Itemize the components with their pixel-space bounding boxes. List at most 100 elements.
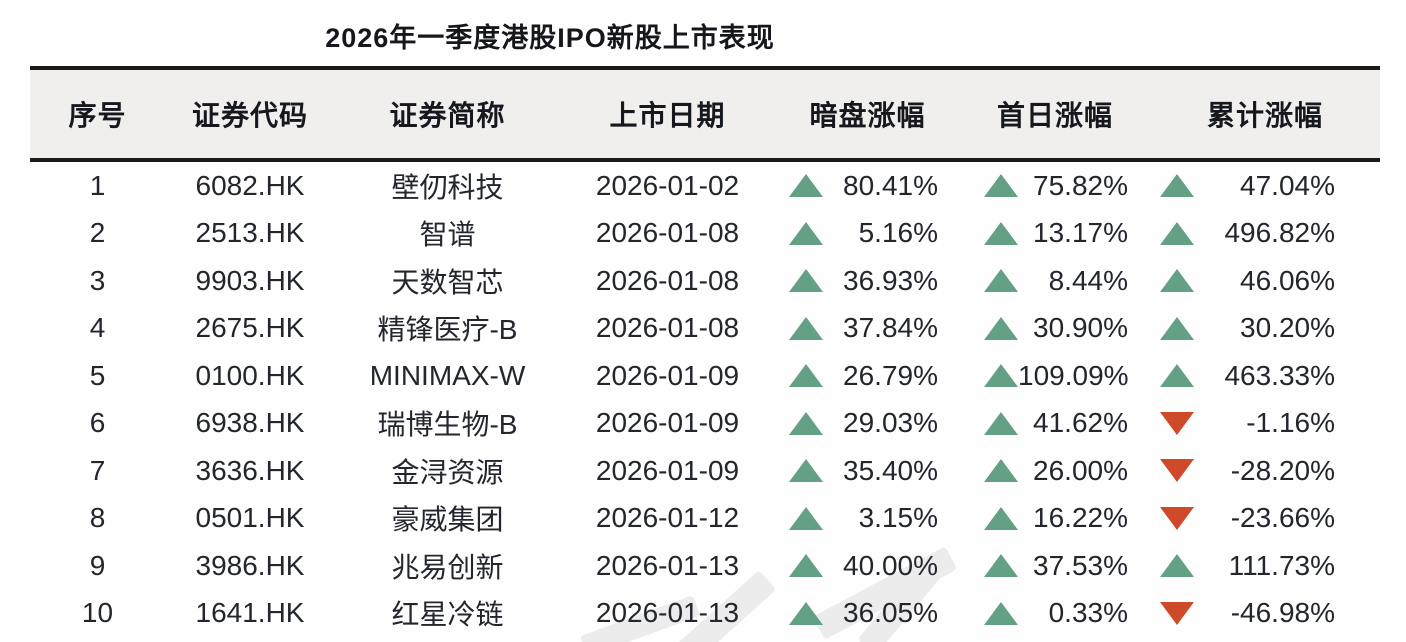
listing-date: 2026-01-08 xyxy=(595,264,740,296)
dark-pool-change: 36.93% xyxy=(775,265,960,297)
dark-pool-change-value: 80.41% xyxy=(843,169,938,201)
col-header-date: 上市日期 xyxy=(609,100,726,131)
cumulative-change-value: -1.16% xyxy=(1246,407,1335,439)
col-header-cumulative-gain: 累计涨幅 xyxy=(1206,100,1323,131)
cumulative-change: 463.33% xyxy=(1150,360,1380,392)
first-day-change-value: 75.82% xyxy=(1033,169,1128,201)
stock-name: 红星冷链 xyxy=(391,599,504,631)
row-no: 8 xyxy=(89,502,106,534)
stock-name: 精锋医疗-B xyxy=(377,314,518,346)
listing-date: 2026-01-09 xyxy=(595,454,740,486)
col-header-code: 证券代码 xyxy=(191,100,308,131)
dark-pool-change-value: 3.15% xyxy=(858,502,938,534)
trend-triangle-icon xyxy=(1160,411,1194,435)
stock-name: 兆易创新 xyxy=(391,551,504,583)
first-day-change: 41.62% xyxy=(960,407,1150,439)
first-day-change-value: 30.90% xyxy=(1033,312,1128,344)
listing-date: 2026-01-12 xyxy=(595,502,740,534)
trend-triangle-icon xyxy=(984,411,1018,435)
stock-code: 0501.HK xyxy=(195,502,305,534)
cumulative-change: 496.82% xyxy=(1150,217,1380,249)
cumulative-change: 111.73% xyxy=(1150,550,1380,582)
trend-triangle-icon xyxy=(1160,506,1194,530)
cumulative-change: 47.04% xyxy=(1150,170,1380,202)
first-day-change: 75.82% xyxy=(960,170,1150,202)
trend-triangle-icon xyxy=(789,221,823,245)
trend-triangle-icon xyxy=(1160,554,1194,578)
trend-triangle-icon xyxy=(1160,316,1194,340)
first-day-change: 8.44% xyxy=(960,265,1150,297)
trend-triangle-icon xyxy=(789,174,823,198)
trend-triangle-icon xyxy=(1160,459,1194,483)
cumulative-change-value: -28.20% xyxy=(1230,454,1335,486)
table-row: 1 6082.HK 壁仞科技 2026-01-02 80.41% 75.82% … xyxy=(30,162,1380,210)
trend-triangle-icon xyxy=(984,174,1018,198)
trend-triangle-icon xyxy=(984,364,1018,388)
first-day-change: 109.09% xyxy=(960,360,1150,392)
row-no: 3 xyxy=(89,264,106,296)
trend-triangle-icon xyxy=(984,554,1018,578)
trend-triangle-icon xyxy=(984,506,1018,530)
stock-code: 9903.HK xyxy=(195,264,305,296)
ipo-table: 序号 证券代码 证券简称 上市日期 暗盘涨幅 首日涨幅 累计涨幅 1 6082.… xyxy=(30,66,1380,637)
dark-pool-change-value: 5.16% xyxy=(858,217,938,249)
table-row: 2 2513.HK 智谱 2026-01-08 5.16% 13.17% 496… xyxy=(30,210,1380,258)
dark-pool-change: 40.00% xyxy=(775,550,960,582)
table-row: 10 1641.HK 红星冷链 2026-01-13 36.05% 0.33% … xyxy=(30,590,1380,638)
dark-pool-change-value: 37.84% xyxy=(843,312,938,344)
stock-name: 壁仞科技 xyxy=(391,171,504,203)
first-day-change: 16.22% xyxy=(960,502,1150,534)
stock-name: 智谱 xyxy=(419,219,476,251)
dark-pool-change: 37.84% xyxy=(775,312,960,344)
listing-date: 2026-01-09 xyxy=(595,407,740,439)
trend-triangle-icon xyxy=(984,601,1018,625)
trend-triangle-icon xyxy=(1160,269,1194,293)
listing-date: 2026-01-13 xyxy=(595,597,740,629)
table-body: 1 6082.HK 壁仞科技 2026-01-02 80.41% 75.82% … xyxy=(30,162,1380,637)
dark-pool-change-value: 26.79% xyxy=(843,359,938,391)
first-day-change: 13.17% xyxy=(960,217,1150,249)
table-row: 8 0501.HK 豪威集团 2026-01-12 3.15% 16.22% -… xyxy=(30,495,1380,543)
stock-name: 瑞博生物-B xyxy=(377,409,518,441)
trend-triangle-icon xyxy=(984,221,1018,245)
cumulative-change: -28.20% xyxy=(1150,455,1380,487)
dark-pool-change: 26.79% xyxy=(775,360,960,392)
cumulative-change-value: 30.20% xyxy=(1240,312,1335,344)
stock-code: 6938.HK xyxy=(195,407,305,439)
row-no: 5 xyxy=(89,359,106,391)
cumulative-change-value: 463.33% xyxy=(1224,359,1335,391)
cumulative-change-value: 46.06% xyxy=(1240,264,1335,296)
row-no: 10 xyxy=(81,597,114,629)
dark-pool-change: 5.16% xyxy=(775,217,960,249)
cumulative-change: 46.06% xyxy=(1150,265,1380,297)
trend-triangle-icon xyxy=(789,316,823,340)
row-no: 2 xyxy=(89,217,106,249)
first-day-change-value: 26.00% xyxy=(1033,454,1128,486)
cumulative-change-value: 111.73% xyxy=(1228,549,1335,581)
stock-name: MINIMAX-W xyxy=(369,359,526,391)
dark-pool-change: 36.05% xyxy=(775,597,960,629)
first-day-change-value: 109.09% xyxy=(1018,359,1129,391)
dark-pool-change-value: 40.00% xyxy=(843,549,938,581)
listing-date: 2026-01-08 xyxy=(595,312,740,344)
dark-pool-change: 29.03% xyxy=(775,407,960,439)
first-day-change-value: 41.62% xyxy=(1033,407,1128,439)
dark-pool-change: 3.15% xyxy=(775,502,960,534)
stock-code: 0100.HK xyxy=(195,359,305,391)
cumulative-change-value: -23.66% xyxy=(1230,502,1335,534)
first-day-change-value: 8.44% xyxy=(1048,264,1128,296)
cumulative-change-value: 496.82% xyxy=(1224,217,1335,249)
listing-date: 2026-01-13 xyxy=(595,549,740,581)
first-day-change-value: 16.22% xyxy=(1033,502,1128,534)
table-row: 5 0100.HK MINIMAX-W 2026-01-09 26.79% 10… xyxy=(30,352,1380,400)
dark-pool-change: 35.40% xyxy=(775,455,960,487)
cumulative-change: 30.20% xyxy=(1150,312,1380,344)
cumulative-change: -23.66% xyxy=(1150,502,1380,534)
trend-triangle-icon xyxy=(789,364,823,388)
first-day-change: 0.33% xyxy=(960,597,1150,629)
stock-code: 1641.HK xyxy=(195,597,305,629)
col-header-firstday-gain: 首日涨幅 xyxy=(996,100,1113,131)
col-header-name: 证券简称 xyxy=(389,100,506,131)
first-day-change-value: 0.33% xyxy=(1048,597,1128,629)
listing-date: 2026-01-02 xyxy=(595,169,740,201)
